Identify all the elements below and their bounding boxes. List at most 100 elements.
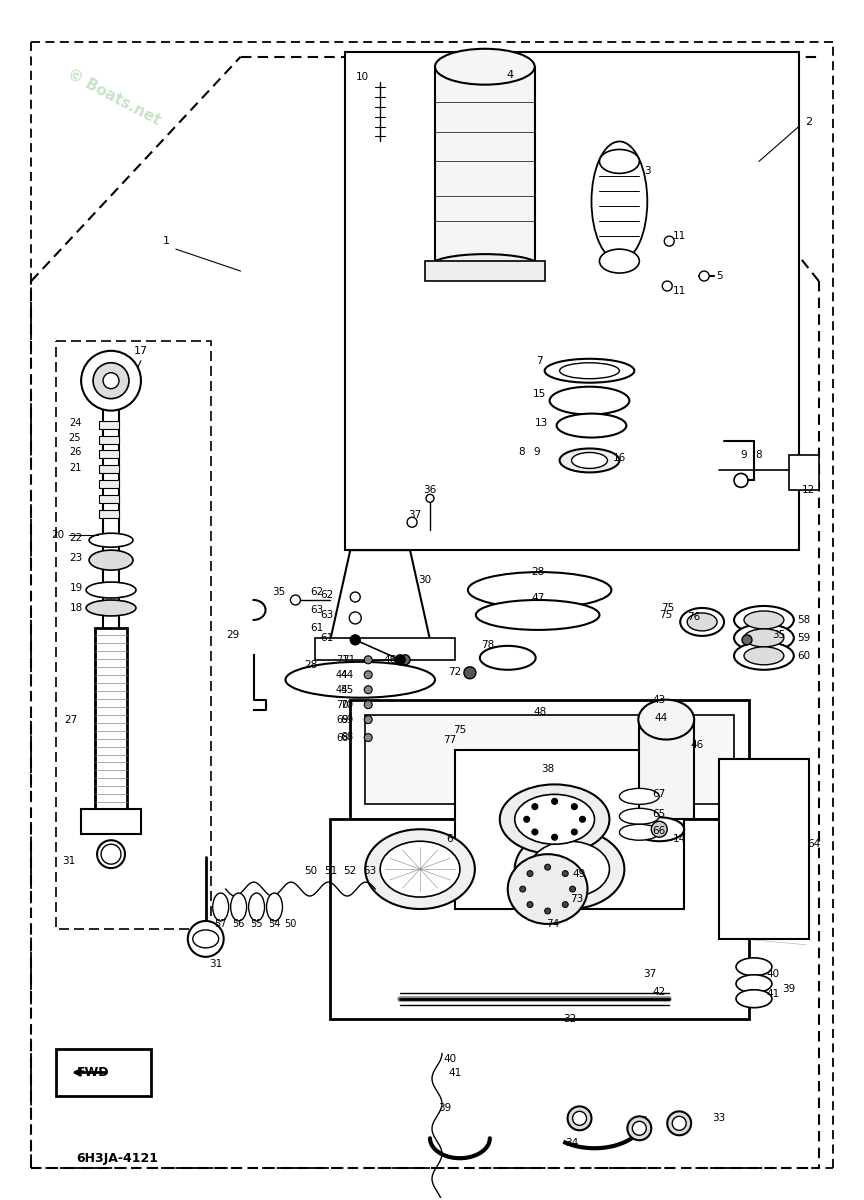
Circle shape bbox=[551, 798, 557, 804]
Text: 38: 38 bbox=[541, 764, 554, 774]
Text: 5: 5 bbox=[715, 271, 722, 281]
Ellipse shape bbox=[285, 662, 435, 697]
Ellipse shape bbox=[560, 362, 619, 379]
Bar bbox=[455, 750, 684, 910]
Ellipse shape bbox=[734, 642, 794, 670]
Ellipse shape bbox=[600, 250, 639, 274]
Ellipse shape bbox=[468, 572, 612, 608]
Text: 17: 17 bbox=[134, 346, 148, 356]
Text: 63: 63 bbox=[321, 610, 334, 620]
Text: 46: 46 bbox=[384, 655, 397, 665]
Text: 22: 22 bbox=[69, 533, 83, 544]
Bar bbox=[99, 496, 119, 503]
Text: 69: 69 bbox=[340, 715, 353, 725]
Ellipse shape bbox=[544, 359, 634, 383]
Circle shape bbox=[365, 671, 372, 679]
Ellipse shape bbox=[592, 142, 647, 262]
Text: 14: 14 bbox=[672, 834, 686, 845]
Ellipse shape bbox=[89, 550, 133, 570]
Circle shape bbox=[350, 592, 360, 602]
Text: 37: 37 bbox=[643, 968, 656, 979]
Text: 57: 57 bbox=[214, 919, 227, 929]
Circle shape bbox=[571, 804, 577, 810]
Text: 19: 19 bbox=[69, 583, 83, 593]
Ellipse shape bbox=[499, 785, 609, 854]
Circle shape bbox=[365, 733, 372, 742]
Text: 8: 8 bbox=[518, 448, 525, 457]
Text: 41: 41 bbox=[448, 1068, 461, 1079]
Circle shape bbox=[464, 667, 476, 679]
Text: FWD: FWD bbox=[77, 1066, 110, 1079]
Bar bbox=[95, 628, 127, 812]
Ellipse shape bbox=[619, 809, 659, 824]
Circle shape bbox=[562, 901, 569, 907]
Text: 29: 29 bbox=[226, 630, 239, 640]
Circle shape bbox=[365, 685, 372, 694]
Text: 52: 52 bbox=[344, 866, 357, 876]
Ellipse shape bbox=[380, 841, 460, 898]
Ellipse shape bbox=[231, 893, 246, 920]
Text: 55: 55 bbox=[251, 919, 263, 929]
Circle shape bbox=[527, 901, 533, 907]
Text: 54: 54 bbox=[269, 919, 281, 929]
Text: © Boats.net: © Boats.net bbox=[702, 737, 800, 798]
Circle shape bbox=[571, 829, 577, 835]
Text: 45: 45 bbox=[340, 685, 353, 695]
Circle shape bbox=[664, 236, 674, 246]
Text: 18: 18 bbox=[69, 602, 83, 613]
Ellipse shape bbox=[435, 49, 535, 85]
Text: 3: 3 bbox=[645, 167, 651, 176]
Text: 60: 60 bbox=[797, 650, 810, 661]
Ellipse shape bbox=[81, 350, 141, 410]
Circle shape bbox=[551, 834, 557, 840]
Text: 20: 20 bbox=[52, 530, 65, 540]
Ellipse shape bbox=[480, 646, 536, 670]
Circle shape bbox=[568, 1106, 592, 1130]
Circle shape bbox=[349, 612, 361, 624]
Ellipse shape bbox=[619, 824, 659, 840]
Ellipse shape bbox=[556, 414, 626, 438]
Ellipse shape bbox=[619, 788, 659, 804]
Text: 71: 71 bbox=[336, 655, 348, 665]
Text: 37: 37 bbox=[409, 510, 422, 521]
Ellipse shape bbox=[687, 613, 717, 631]
Text: 23: 23 bbox=[69, 553, 83, 563]
Ellipse shape bbox=[193, 930, 219, 948]
Circle shape bbox=[524, 816, 530, 822]
Text: 6H3JA-4121: 6H3JA-4121 bbox=[76, 1152, 158, 1165]
Ellipse shape bbox=[266, 893, 283, 920]
Text: 35: 35 bbox=[272, 587, 285, 598]
Ellipse shape bbox=[213, 893, 229, 920]
Text: 36: 36 bbox=[423, 485, 436, 496]
Text: 10: 10 bbox=[356, 72, 369, 82]
Text: 66: 66 bbox=[652, 827, 666, 836]
Text: 75: 75 bbox=[661, 602, 674, 613]
Bar bbox=[99, 466, 119, 474]
Text: © Boats.net: © Boats.net bbox=[383, 67, 481, 128]
Text: 46: 46 bbox=[690, 739, 704, 750]
Bar bbox=[350, 700, 749, 820]
Text: 56: 56 bbox=[232, 919, 245, 929]
Text: 45: 45 bbox=[336, 685, 348, 695]
Ellipse shape bbox=[515, 794, 594, 845]
Text: © Boats.net: © Boats.net bbox=[64, 402, 162, 463]
Ellipse shape bbox=[638, 700, 694, 739]
Bar bbox=[789, 456, 819, 491]
Circle shape bbox=[544, 864, 550, 870]
Circle shape bbox=[290, 595, 301, 605]
Ellipse shape bbox=[744, 629, 784, 647]
Circle shape bbox=[400, 655, 410, 665]
Text: 33: 33 bbox=[713, 1114, 726, 1123]
Ellipse shape bbox=[86, 600, 136, 616]
Bar bbox=[99, 420, 119, 428]
Text: 4: 4 bbox=[506, 70, 513, 79]
Ellipse shape bbox=[430, 254, 540, 278]
Ellipse shape bbox=[530, 841, 609, 898]
Text: © Boats.net: © Boats.net bbox=[702, 402, 800, 463]
Text: © Boats.net: © Boats.net bbox=[383, 737, 481, 798]
Ellipse shape bbox=[736, 990, 772, 1008]
Ellipse shape bbox=[734, 606, 794, 634]
Text: 73: 73 bbox=[570, 894, 583, 904]
Text: 12: 12 bbox=[802, 485, 816, 496]
Circle shape bbox=[627, 1116, 651, 1140]
